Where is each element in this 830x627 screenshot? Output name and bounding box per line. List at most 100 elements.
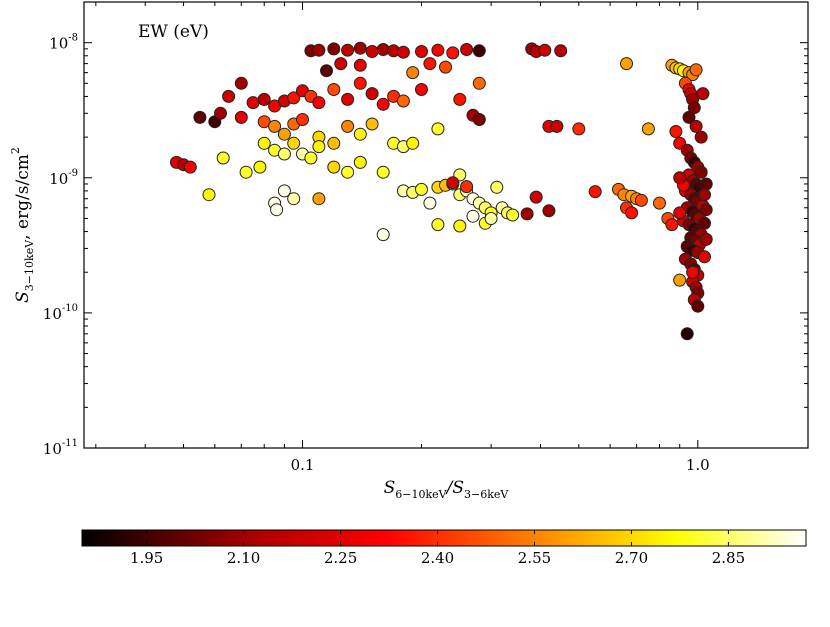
data-point	[365, 45, 379, 58]
colorbar-tick-label: 2.25	[324, 549, 357, 567]
data-point	[439, 60, 452, 74]
data-point	[193, 110, 207, 124]
data-point	[588, 185, 602, 199]
data-point	[641, 122, 655, 136]
x-axis-label-sub1: 6−10keV	[395, 488, 447, 501]
data-point	[415, 45, 428, 58]
colorbar-tick-label: 1.95	[130, 549, 163, 567]
colorbar-gradient	[81, 529, 807, 547]
data-point	[431, 43, 445, 57]
colorbar-tick-label: 2.70	[615, 549, 648, 567]
data-point	[665, 218, 679, 232]
data-point	[287, 192, 301, 206]
data-point	[698, 250, 711, 264]
data-point	[296, 113, 309, 126]
plot-frame	[83, 1, 809, 449]
data-point	[222, 89, 236, 103]
data-point	[431, 122, 445, 136]
y-axis-label-sub: 3−10keV	[23, 239, 36, 291]
data-point	[406, 136, 420, 150]
data-point	[396, 45, 410, 59]
data-point	[550, 119, 564, 133]
data-point	[446, 46, 460, 60]
data-point	[202, 188, 216, 202]
data-point	[572, 122, 586, 136]
data-point	[460, 43, 474, 56]
data-point	[406, 66, 420, 80]
colorbar-tick-label: 2.40	[421, 549, 454, 567]
x-axis-label-s2: S	[452, 478, 464, 498]
y-axis: 10-8 10-9 10-10 10-11	[43, 1, 808, 458]
data-point	[466, 209, 480, 223]
data-point	[506, 208, 520, 222]
data-point	[460, 180, 474, 194]
y-axis-label: S3−10keV, erg/s/cm2	[9, 147, 36, 303]
y-tick-label: 10-9	[49, 168, 78, 188]
data-point	[327, 42, 341, 56]
data-point	[327, 83, 341, 96]
data-point	[353, 76, 367, 90]
data-point	[699, 232, 713, 246]
ew-annotation: EW (eV)	[138, 22, 209, 42]
data-point	[699, 177, 713, 191]
data-point	[334, 57, 348, 71]
data-point	[353, 41, 367, 55]
data-point	[542, 204, 556, 218]
data-point	[270, 203, 284, 217]
data-point	[287, 136, 301, 150]
data-points	[170, 41, 713, 341]
data-point	[699, 203, 713, 217]
data-point	[257, 92, 271, 106]
data-point	[520, 207, 534, 221]
data-point	[453, 219, 467, 233]
data-point	[673, 171, 687, 185]
data-point	[694, 165, 708, 179]
data-point	[277, 127, 291, 141]
data-point	[312, 140, 326, 154]
data-point	[353, 155, 367, 169]
colorbar-tick-label: 2.55	[518, 549, 551, 567]
data-point	[484, 212, 498, 225]
data-point	[376, 97, 390, 111]
data-point	[689, 119, 703, 133]
data-point	[216, 151, 230, 165]
data-point	[423, 196, 437, 210]
data-point	[682, 110, 696, 124]
data-point	[453, 92, 467, 106]
data-point	[686, 265, 700, 279]
data-point	[431, 218, 445, 232]
data-point	[694, 130, 708, 144]
colorbar: 1.95 2.10 2.25 2.40 2.55 2.70 2.85	[81, 529, 807, 567]
y-axis-label-s: S	[13, 291, 33, 303]
y-tick-label: 10-10	[43, 303, 78, 323]
data-point	[669, 125, 683, 138]
data-point	[353, 58, 367, 72]
data-point	[234, 110, 248, 124]
data-point	[304, 151, 318, 165]
data-point	[472, 76, 486, 90]
data-point	[253, 160, 267, 174]
data-point	[365, 87, 379, 101]
data-point	[341, 119, 355, 133]
data-point	[312, 96, 326, 110]
y-axis-label-rest: , erg/s/cm	[13, 154, 33, 240]
y-axis-label-sup: 2	[9, 147, 22, 154]
data-point	[277, 147, 291, 161]
data-point	[472, 113, 486, 126]
data-point	[538, 43, 552, 57]
data-point	[376, 165, 390, 179]
data-point	[327, 136, 341, 150]
data-point	[341, 165, 355, 179]
x-tick-label: 0.1	[291, 456, 315, 474]
data-point	[320, 64, 333, 78]
data-point	[698, 216, 711, 230]
data-point	[691, 299, 705, 313]
data-point	[673, 206, 687, 220]
data-point	[698, 188, 711, 202]
y-tick-label: 10-8	[49, 33, 78, 53]
x-tick-label: 1.0	[686, 456, 710, 474]
data-point	[234, 76, 248, 90]
x-axis: 0.1 1.0	[95, 2, 710, 474]
colorbar-tick-label: 2.10	[227, 549, 260, 567]
x-axis-label-s1: S	[384, 478, 396, 498]
